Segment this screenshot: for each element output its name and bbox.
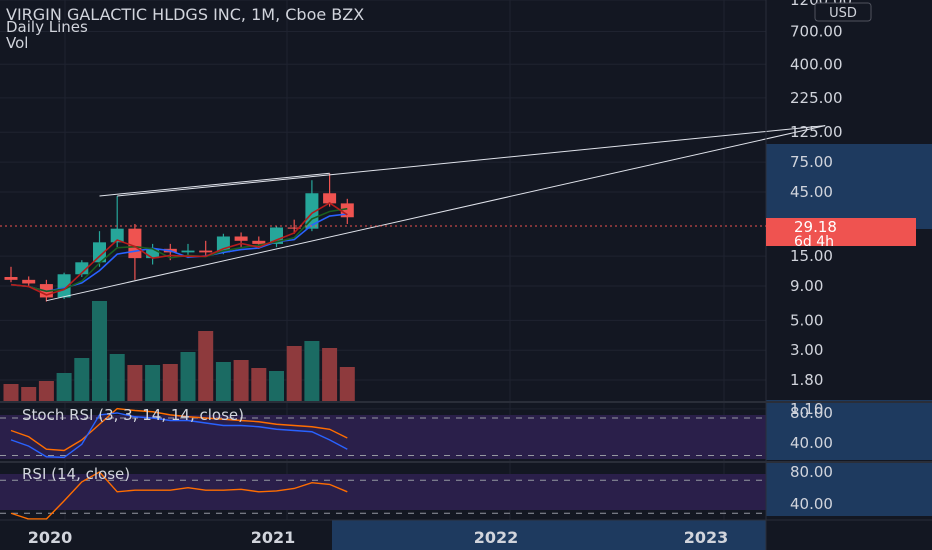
price-tick-label: 15.00	[790, 247, 833, 265]
rsi-label[interactable]: RSI (14, close)	[22, 465, 130, 483]
stoch-rsi-lines	[0, 407, 766, 459]
price-tick-label: 400.00	[790, 55, 843, 73]
bar-countdown: 6d 4h	[794, 234, 834, 250]
rsi-tick-40: 40.00	[790, 495, 833, 513]
trendline[interactable]	[46, 125, 826, 302]
currency-label: USD	[829, 6, 857, 21]
candle-body	[252, 240, 266, 244]
time-label-2022: 2022	[474, 528, 519, 547]
daily-line	[10, 202, 348, 296]
candle-body	[93, 242, 106, 263]
volume-bar	[109, 354, 125, 401]
volume-bar	[127, 365, 143, 401]
candle-body	[75, 262, 89, 275]
time-range-highlight	[332, 520, 766, 550]
price-tick-label: 1.80	[790, 371, 823, 389]
volume-bar	[145, 365, 161, 401]
candle-body	[234, 236, 248, 241]
volume-bar	[286, 346, 302, 401]
volume-bar	[304, 341, 320, 401]
last-price-badge	[766, 218, 916, 246]
trendlines[interactable]	[46, 125, 826, 302]
candle-body	[22, 279, 36, 284]
stoch-rsi-label[interactable]: Stoch RSI (3, 3, 14, 14, close)	[22, 406, 244, 424]
candle-body	[4, 276, 18, 280]
stoch-d-line	[10, 407, 348, 452]
volume-bar	[180, 352, 196, 401]
price-tick-label: 9.00	[790, 277, 823, 295]
stoch-k-line	[10, 412, 348, 459]
volume-bar	[339, 367, 355, 401]
volume-bar	[21, 387, 37, 401]
chart-title: VIRGIN GALACTIC HLDGS INC, 1M, Cboe BZX	[6, 5, 364, 24]
price-tick-label: 700.00	[790, 23, 843, 41]
candle-body	[323, 193, 337, 204]
trendline[interactable]	[117, 125, 826, 197]
volume-bar	[56, 373, 72, 401]
time-label-2020: 2020	[28, 528, 73, 547]
last-price-value: 29.18	[794, 218, 837, 236]
indicator-volume[interactable]: Vol	[6, 34, 28, 52]
volume-bar	[215, 362, 231, 401]
candle-body	[305, 193, 319, 229]
candle-body	[287, 227, 301, 229]
volume-bar	[198, 331, 214, 401]
price-range-highlight	[766, 144, 932, 229]
stoch-axis-highlight	[766, 400, 932, 460]
candle-body	[199, 250, 213, 253]
candle-body	[146, 248, 160, 259]
price-tick-label: 5.00	[790, 311, 823, 329]
time-label-2021: 2021	[251, 528, 296, 547]
volume-bar	[92, 301, 107, 401]
stoch-tick-80: 80.00	[790, 404, 833, 422]
volume-bar	[233, 360, 249, 401]
price-tick-label: 45.00	[790, 183, 833, 201]
candle-body	[57, 274, 71, 298]
rsi-line	[0, 471, 766, 520]
price-tick-label: 3.00	[790, 341, 823, 359]
price-tick-label: 225.00	[790, 89, 843, 107]
price-tick-label: 125.00	[790, 123, 843, 141]
volume-bar	[74, 358, 90, 401]
rsi-tick-80: 80.00	[790, 463, 833, 481]
price-tick-label: 1.10	[790, 400, 823, 418]
currency-button[interactable]	[814, 2, 872, 22]
candle-body	[110, 228, 124, 243]
volume-bar	[162, 364, 178, 401]
rsi-line	[10, 471, 348, 520]
volume-bar	[322, 348, 338, 401]
candlesticks	[4, 173, 354, 302]
rsi-axis-highlight	[766, 462, 932, 516]
volume-bar	[269, 371, 284, 401]
candle-body	[128, 228, 142, 259]
volume-bar	[3, 384, 19, 401]
stoch-tick-40: 40.00	[790, 434, 833, 452]
price-axis[interactable]: 2200.001200.00700.00400.00225.00125.0075…	[790, 0, 852, 418]
price-tick-label: 75.00	[790, 153, 833, 171]
trendline[interactable]	[99, 172, 330, 197]
indicator-daily-lines[interactable]: Daily Lines	[6, 18, 88, 36]
candle-body	[181, 250, 195, 253]
stoch-band	[0, 415, 766, 459]
volume-bar	[38, 381, 54, 401]
candle-body	[270, 227, 283, 244]
volume-bars	[3, 301, 355, 401]
time-label-2023: 2023	[684, 528, 729, 547]
volume-bar	[251, 368, 267, 401]
